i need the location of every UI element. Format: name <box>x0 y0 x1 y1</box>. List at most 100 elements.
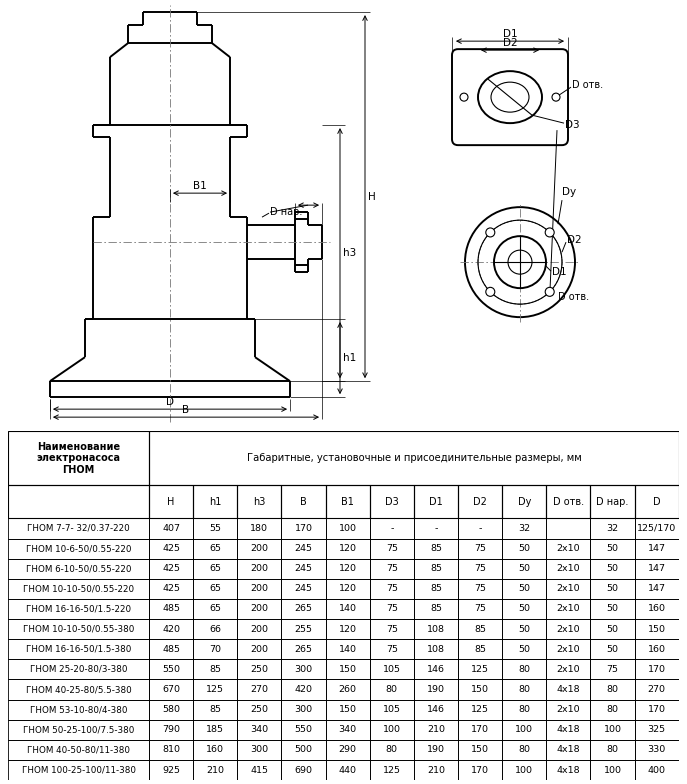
Text: 325: 325 <box>648 725 666 735</box>
Bar <box>546 485 590 518</box>
Text: 66: 66 <box>210 625 221 633</box>
Text: 75: 75 <box>386 644 398 654</box>
Bar <box>149 699 193 720</box>
Text: D: D <box>166 397 174 407</box>
Bar <box>590 680 635 699</box>
Text: 170: 170 <box>648 705 666 714</box>
Text: 100: 100 <box>515 765 533 775</box>
Bar <box>414 599 458 619</box>
Bar <box>370 720 414 740</box>
Text: 690: 690 <box>295 765 313 775</box>
Text: B1: B1 <box>193 181 207 191</box>
Bar <box>193 619 237 639</box>
Bar <box>370 559 414 579</box>
Text: 75: 75 <box>607 665 618 674</box>
Text: 50: 50 <box>518 644 530 654</box>
Text: 50: 50 <box>607 544 618 553</box>
Bar <box>502 680 546 699</box>
Text: 4х18: 4х18 <box>556 685 581 694</box>
Bar <box>414 699 458 720</box>
Text: 120: 120 <box>339 584 357 593</box>
Text: 4х18: 4х18 <box>556 765 581 775</box>
Bar <box>370 599 414 619</box>
Bar <box>237 518 282 539</box>
Text: 146: 146 <box>427 705 445 714</box>
Text: 265: 265 <box>295 644 313 654</box>
Text: 80: 80 <box>607 685 618 694</box>
Text: 50: 50 <box>518 625 530 633</box>
Bar <box>237 680 282 699</box>
Text: 50: 50 <box>518 584 530 593</box>
Bar <box>414 740 458 760</box>
Text: -: - <box>434 524 438 533</box>
Text: 65: 65 <box>210 604 221 614</box>
Bar <box>458 579 502 599</box>
Bar <box>635 720 679 740</box>
Bar <box>502 559 546 579</box>
Text: 2х10: 2х10 <box>556 644 581 654</box>
Text: D1: D1 <box>552 267 567 277</box>
Bar <box>414 559 458 579</box>
Bar <box>282 699 326 720</box>
Text: B: B <box>300 497 307 506</box>
Text: ГНОМ 100-25-100/11-380: ГНОМ 100-25-100/11-380 <box>22 765 135 775</box>
Bar <box>282 579 326 599</box>
Text: h3: h3 <box>343 249 357 258</box>
Text: 150: 150 <box>648 625 666 633</box>
Bar <box>458 699 502 720</box>
Text: 125: 125 <box>471 705 489 714</box>
Bar <box>8 599 149 619</box>
Text: D2: D2 <box>567 235 582 245</box>
Text: 170: 170 <box>471 725 489 735</box>
Bar <box>282 720 326 740</box>
Text: 407: 407 <box>162 524 180 533</box>
Text: 75: 75 <box>474 564 486 573</box>
Text: 580: 580 <box>162 705 180 714</box>
Bar <box>193 485 237 518</box>
Text: 120: 120 <box>339 625 357 633</box>
Bar <box>590 599 635 619</box>
Text: 250: 250 <box>250 665 269 674</box>
Bar <box>193 720 237 740</box>
Bar <box>237 485 282 518</box>
Text: D отв.: D отв. <box>572 80 603 90</box>
Bar <box>8 619 149 639</box>
Bar <box>149 659 193 680</box>
Bar <box>149 579 193 599</box>
Text: H: H <box>368 192 376 202</box>
Text: 210: 210 <box>427 725 445 735</box>
Bar <box>502 518 546 539</box>
Bar <box>546 539 590 559</box>
Bar <box>635 619 679 639</box>
Bar <box>193 579 237 599</box>
Text: 85: 85 <box>430 604 442 614</box>
Text: ГНОМ 10-10-50/0.55-220: ГНОМ 10-10-50/0.55-220 <box>23 584 134 593</box>
Bar <box>546 740 590 760</box>
Text: 147: 147 <box>648 584 666 593</box>
Text: ГНОМ 10-10-50/0.55-380: ГНОМ 10-10-50/0.55-380 <box>23 625 135 633</box>
Text: 200: 200 <box>250 604 269 614</box>
Circle shape <box>465 207 575 318</box>
Text: 65: 65 <box>210 564 221 573</box>
Text: H: H <box>168 497 174 506</box>
Text: 80: 80 <box>518 705 530 714</box>
Text: D отв.: D отв. <box>553 497 584 506</box>
Text: 125: 125 <box>206 685 224 694</box>
Bar <box>370 659 414 680</box>
Text: 170: 170 <box>295 524 313 533</box>
Text: h1: h1 <box>209 497 221 506</box>
Text: ГНОМ 16-16-50/1.5-380: ГНОМ 16-16-50/1.5-380 <box>26 644 131 654</box>
Text: 200: 200 <box>250 564 269 573</box>
Bar <box>502 619 546 639</box>
Bar <box>370 579 414 599</box>
Bar <box>370 539 414 559</box>
Bar <box>414 619 458 639</box>
Bar <box>8 639 149 659</box>
Text: 100: 100 <box>604 725 622 735</box>
Text: 245: 245 <box>295 564 313 573</box>
Bar <box>326 559 370 579</box>
Bar <box>282 485 326 518</box>
Bar <box>458 659 502 680</box>
Text: 2х10: 2х10 <box>556 604 581 614</box>
Bar <box>635 599 679 619</box>
